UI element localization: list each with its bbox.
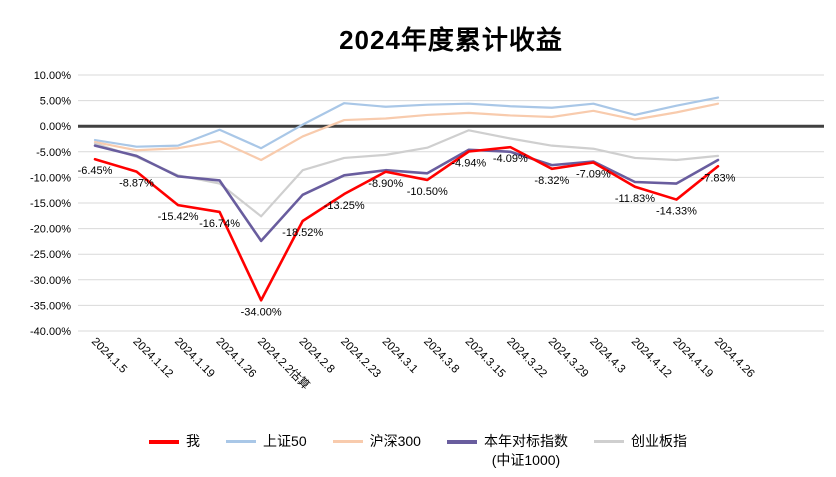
svg-text:2024.4.19: 2024.4.19 — [670, 336, 715, 381]
svg-text:-8.32%: -8.32% — [534, 175, 569, 187]
series-line-3 — [93, 144, 720, 243]
svg-text:-4.94%: -4.94% — [451, 157, 486, 169]
chart-legend: 我 上证50 沪深300 本年对标指数 (中证1000) 创业板指 — [0, 432, 836, 470]
legend-item: 沪深300 — [332, 432, 421, 451]
legend-swatch — [332, 440, 363, 443]
legend-swatch — [149, 440, 180, 444]
svg-text:-10.00%: -10.00% — [30, 172, 71, 184]
svg-text:-7.09%: -7.09% — [576, 169, 611, 181]
svg-text:-34.00%: -34.00% — [241, 306, 282, 318]
svg-text:-5.00%: -5.00% — [36, 147, 71, 159]
svg-text:2024.4.26: 2024.4.26 — [712, 336, 757, 381]
legend-swatch — [226, 440, 257, 443]
svg-text:2024.2.23: 2024.2.23 — [338, 336, 383, 381]
legend-label: 我 — [186, 433, 201, 449]
legend-label: 上证50 — [263, 433, 307, 449]
legend-swatch — [446, 440, 477, 444]
svg-text:0.00%: 0.00% — [40, 121, 71, 133]
svg-text:-10.50%: -10.50% — [407, 186, 448, 198]
legend-item: 本年对标指数 (中证1000) — [446, 432, 568, 470]
svg-text:5.00%: 5.00% — [40, 96, 71, 108]
series-line-1 — [93, 96, 720, 150]
legend-item: 创业板指 — [593, 432, 687, 451]
svg-text:-13.25%: -13.25% — [324, 200, 365, 212]
gridlines — [78, 74, 824, 332]
svg-text:2024.1.19: 2024.1.19 — [172, 336, 217, 381]
line-chart: 10.00% 5.00% 0.00% -5.00% -10.00% -15.00% -20.… — [30, 70, 824, 392]
svg-text:-25.00%: -25.00% — [30, 249, 71, 261]
svg-text:-4.09%: -4.09% — [493, 153, 528, 165]
svg-text:-35.00%: -35.00% — [30, 300, 71, 312]
svg-text:-11.83%: -11.83% — [615, 193, 655, 205]
svg-text:2024.1.26: 2024.1.26 — [213, 336, 258, 381]
svg-text:2024.3.15: 2024.3.15 — [463, 336, 508, 381]
data-labels: -6.45% -8.87% -15.42%-16.74% -34.00% -18.52%… — [78, 153, 736, 318]
svg-text:-15.42%: -15.42% — [158, 211, 199, 223]
legend-swatch — [593, 440, 624, 443]
svg-text:-30.00%: -30.00% — [30, 275, 71, 287]
legend-item: 我 — [149, 432, 200, 451]
svg-text:-18.52%: -18.52% — [282, 227, 323, 239]
legend-label: 本年对标指数 (中证1000) — [483, 433, 568, 468]
svg-text:2024.3.22: 2024.3.22 — [504, 336, 549, 381]
legend-item: 上证50 — [226, 432, 307, 451]
svg-text:-7.83%: -7.83% — [701, 172, 736, 184]
series-line-2 — [93, 102, 720, 162]
svg-text:2024.3.8: 2024.3.8 — [421, 336, 461, 376]
legend-label: 沪深300 — [369, 433, 421, 449]
legend-label: 创业板指 — [630, 433, 687, 449]
svg-text:-20.00%: -20.00% — [30, 224, 71, 236]
svg-text:-14.33%: -14.33% — [656, 206, 697, 218]
svg-text:2024.3.29: 2024.3.29 — [546, 336, 591, 381]
series-line-0 — [93, 145, 720, 302]
svg-text:-8.87%: -8.87% — [119, 178, 154, 190]
svg-text:-16.74%: -16.74% — [199, 218, 240, 230]
svg-text:2024.1.12: 2024.1.12 — [130, 336, 175, 381]
svg-text:-15.00%: -15.00% — [30, 198, 71, 210]
svg-text:-8.90%: -8.90% — [368, 178, 403, 190]
svg-text:-6.45%: -6.45% — [78, 165, 113, 177]
svg-text:2024.3.1: 2024.3.1 — [380, 336, 420, 376]
series-lines — [93, 96, 720, 302]
svg-text:2024.4.12: 2024.4.12 — [629, 336, 674, 381]
svg-text:10.00%: 10.00% — [34, 70, 72, 82]
svg-text:2024.1.5: 2024.1.5 — [89, 336, 129, 376]
svg-text:2024.4.3: 2024.4.3 — [587, 336, 627, 376]
y-axis-labels: 10.00% 5.00% 0.00% -5.00% -10.00% -15.00% -20.… — [30, 70, 71, 338]
chart-title: 2024年度累计收益 — [339, 25, 563, 55]
svg-text:-40.00%: -40.00% — [30, 326, 71, 338]
svg-text:2024.2.8: 2024.2.8 — [297, 336, 337, 376]
